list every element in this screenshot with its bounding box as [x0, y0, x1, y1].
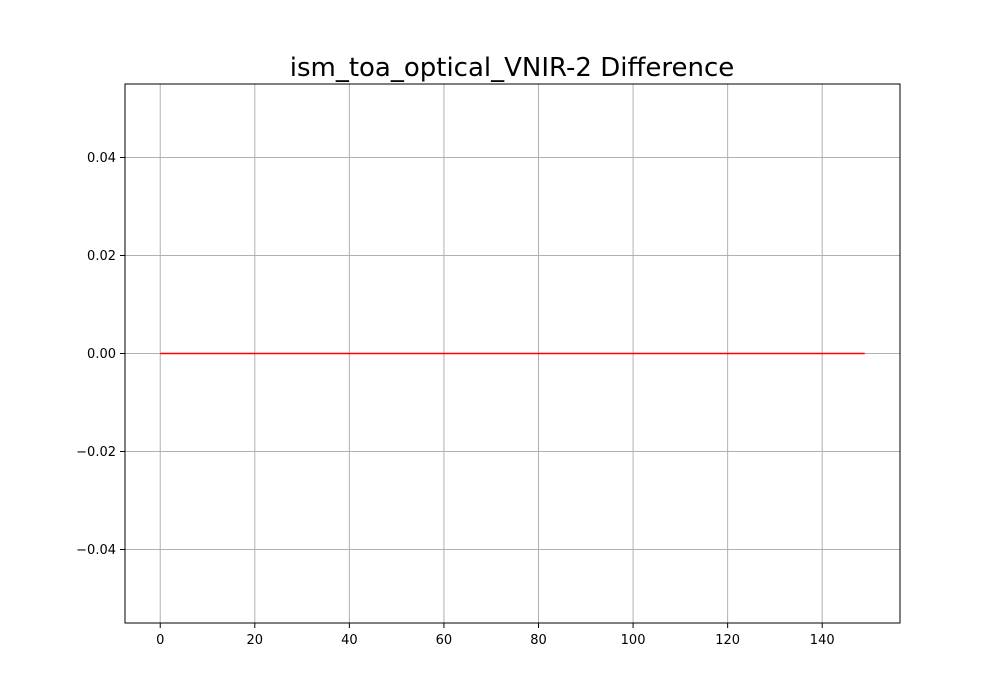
x-tick-label: 40: [341, 633, 358, 648]
x-tick-label: 80: [530, 633, 547, 648]
x-tick-label: 0: [156, 633, 164, 648]
y-tick-label: 0.02: [87, 249, 116, 264]
chart-title: ism_toa_optical_VNIR-2 Difference: [290, 53, 735, 83]
x-tick-label: 140: [810, 633, 835, 648]
x-axis: 0 20 40 60 80 100 120 140: [156, 623, 835, 648]
x-tick-label: 100: [621, 633, 646, 648]
y-tick-label: −0.02: [76, 445, 116, 460]
x-tick-label: 120: [715, 633, 740, 648]
x-tick-label: 20: [247, 633, 264, 648]
y-tick-label: 0.00: [87, 347, 116, 362]
y-tick-label: −0.04: [76, 543, 116, 558]
x-tick-label: 60: [436, 633, 453, 648]
y-axis: −0.04 −0.02 0.00 0.02 0.04: [76, 151, 125, 558]
y-tick-label: 0.04: [87, 151, 116, 166]
